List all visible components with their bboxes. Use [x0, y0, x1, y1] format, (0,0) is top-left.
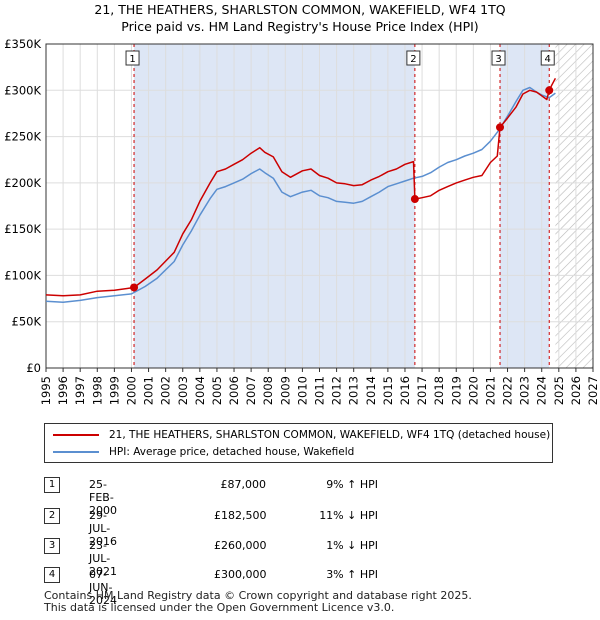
- sale-marker-label: 1: [129, 54, 135, 65]
- y-tick-label: £0: [26, 361, 41, 375]
- x-tick-label: 2024: [535, 376, 549, 405]
- plot-frame: [45, 43, 594, 369]
- x-tick-label: 2018: [432, 376, 446, 405]
- sale-number-badge: 4: [44, 567, 60, 583]
- y-tick-label: £200K: [4, 176, 41, 190]
- x-tick-label: 2015: [381, 376, 395, 405]
- legend-swatch-hpi: [53, 451, 99, 453]
- footer-license: This data is licensed under the Open Gov…: [44, 601, 395, 614]
- sale-price: £300,000: [214, 568, 267, 581]
- sale-point: [545, 86, 554, 95]
- sale-point: [130, 283, 139, 292]
- chart-title: 21, THE HEATHERS, SHARLSTON COMMON, WAKE…: [94, 2, 506, 17]
- legend-item-property: 21, THE HEATHERS, SHARLSTON COMMON, WAKE…: [53, 427, 550, 443]
- legend-item-hpi: HPI: Average price, detached house, Wake…: [53, 444, 354, 460]
- legend-swatch-property: [53, 434, 99, 436]
- footer-copyright: Contains HM Land Registry data © Crown c…: [44, 589, 472, 602]
- sale-point: [496, 123, 505, 132]
- x-tick-label: 2026: [569, 376, 583, 405]
- shaded-region: [134, 44, 415, 368]
- sale-marker-box: [125, 50, 140, 66]
- legend-label-hpi: HPI: Average price, detached house, Wake…: [109, 446, 355, 458]
- x-tick-label: 1998: [90, 376, 104, 405]
- sale-number-badge: 2: [44, 508, 60, 524]
- y-tick-label: £350K: [4, 37, 41, 51]
- sale-date: 23-JUL-2021: [89, 539, 117, 578]
- x-tick-label: 1996: [56, 376, 70, 405]
- x-tick-label: 2010: [295, 376, 309, 405]
- x-tick-label: 2017: [415, 376, 429, 405]
- sale-price: £87,000: [220, 478, 267, 491]
- x-tick-label: 2021: [483, 376, 497, 405]
- price-chart: £0 £50K £100K £150K £200K £250K £300K £350K 1995…: [4, 37, 600, 405]
- x-tick-label: 2016: [398, 376, 412, 405]
- sale-price: £182,500: [214, 509, 267, 522]
- sale-number-badge: 1: [44, 477, 60, 493]
- x-tick-label: 2009: [278, 376, 292, 405]
- x-tick-label: 2007: [244, 376, 258, 405]
- x-tick-label: 2008: [261, 376, 275, 405]
- footer: Contains HM Land Registry data © Crown c…: [44, 590, 472, 614]
- projection-hatch: [555, 44, 593, 368]
- x-tick-label: 2004: [193, 376, 207, 405]
- x-tick-label: 2027: [586, 376, 600, 405]
- sale-point: [410, 195, 419, 204]
- legend: 21, THE HEATHERS, SHARLSTON COMMON, WAKE…: [44, 423, 553, 463]
- sale-date: 29-JUL-2016: [89, 509, 117, 548]
- x-tick-label: 2000: [124, 376, 138, 405]
- sale-marker-box: [406, 50, 421, 66]
- y-tick-label: £300K: [4, 83, 41, 97]
- sale-marker-box: [540, 50, 555, 66]
- y-tick-label: £50K: [12, 315, 42, 329]
- legend-label-property: 21, THE HEATHERS, SHARLSTON COMMON, WAKE…: [109, 429, 551, 441]
- x-tick-label: 2001: [142, 376, 156, 405]
- sale-date: 25-FEB-2000: [89, 478, 117, 517]
- sale-date: 07-JUN-2024: [89, 568, 117, 607]
- sale-hpi-change: 11% ↓ HPI: [319, 509, 378, 522]
- y-tick-label: £250K: [4, 130, 41, 144]
- x-tick-label: 2023: [518, 376, 532, 405]
- x-tick-label: 1999: [107, 376, 121, 405]
- sale-price: £260,000: [214, 539, 267, 552]
- sale-hpi-change: 1% ↓ HPI: [326, 539, 378, 552]
- x-tick-label: 2002: [159, 376, 173, 405]
- x-tick-label: 2003: [176, 376, 190, 405]
- sale-number-badge: 3: [44, 538, 60, 554]
- sale-hpi-change: 3% ↑ HPI: [326, 568, 378, 581]
- sale-marker-label: 2: [410, 54, 416, 65]
- sale-marker-box: [491, 50, 506, 66]
- x-tick-label: 1995: [39, 376, 53, 405]
- x-tick-label: 2025: [552, 376, 566, 405]
- x-tick-label: 2011: [313, 376, 327, 405]
- x-tick-label: 2020: [466, 376, 480, 405]
- sale-marker-label: 4: [545, 54, 551, 65]
- sale-marker-label: 3: [495, 54, 501, 65]
- x-tick-label: 2013: [347, 376, 361, 405]
- x-tick-label: 2019: [449, 376, 463, 405]
- y-tick-label: £100K: [4, 268, 41, 282]
- x-tick-label: 2006: [227, 376, 241, 405]
- sale-hpi-change: 9% ↑ HPI: [326, 478, 378, 491]
- x-tick-label: 1997: [73, 376, 87, 405]
- chart-subtitle: Price paid vs. HM Land Registry's House …: [121, 19, 479, 34]
- x-tick-label: 2012: [330, 376, 344, 405]
- x-tick-label: 2022: [501, 376, 515, 405]
- x-tick-label: 2014: [364, 376, 378, 405]
- y-tick-label: £150K: [4, 222, 41, 236]
- hpi-line: [45, 86, 556, 304]
- x-tick-label: 2005: [210, 376, 224, 405]
